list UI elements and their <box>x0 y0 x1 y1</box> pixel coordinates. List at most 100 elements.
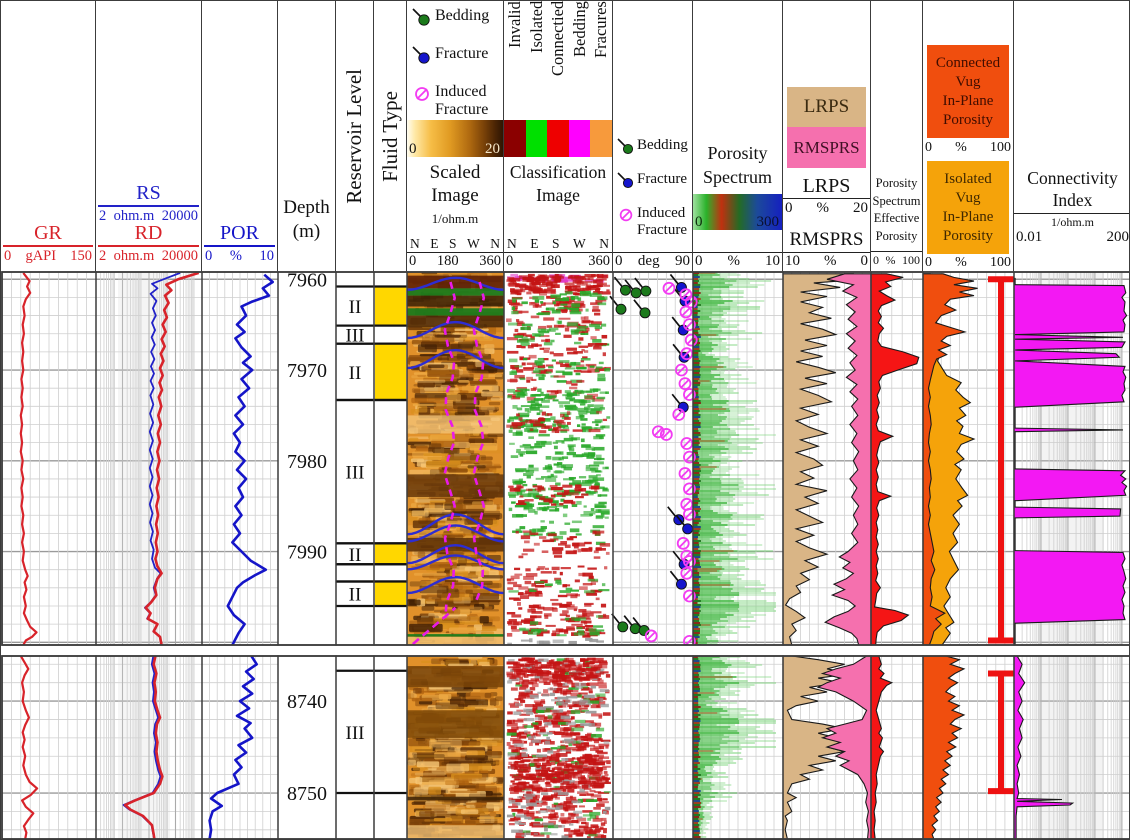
scaled-image-track <box>406 272 505 645</box>
rd-curve <box>123 656 164 839</box>
porosity-spectrum-header: Porosity Spectrum 0 300 0% 10 <box>693 1 783 271</box>
rs-min: 2 <box>99 208 107 225</box>
class-label-isolated: Isolated <box>526 1 546 54</box>
class-label-connected: Connectied <box>547 1 567 77</box>
swatch-connected <box>547 120 569 157</box>
induced-fracture-symbol <box>680 347 694 361</box>
gr-unit: gAPI <box>25 248 57 265</box>
connectivity-bracket <box>988 276 1014 644</box>
fracture-sinusoid <box>406 513 505 536</box>
classification-swatches <box>504 120 612 157</box>
connected-vug-scale-row: 0% 100 <box>925 140 1011 155</box>
spectrum-title: Porosity <box>707 143 768 163</box>
track-borders <box>1 271 1129 646</box>
legend-induced-label: Induced Fracture <box>435 83 489 118</box>
fracture-sinusoid <box>406 543 505 565</box>
induced-fracture-symbol <box>672 408 686 421</box>
scaled-scale-row: 0 180 360 <box>409 253 501 269</box>
induced-fracture-icon <box>619 208 633 222</box>
fracture-sinusoid <box>406 348 505 370</box>
gr-track-header: GR 0 gAPI 150 <box>1 1 96 271</box>
tadpole-symbol <box>619 284 631 296</box>
rmsprs-swatch-box: RMSPRS <box>787 127 866 168</box>
effective-porosity-header: Porosity Spectrum Effective Porosity 0% 100 <box>871 1 923 271</box>
induced-fracture-symbol <box>678 377 692 391</box>
gr-max: 150 <box>70 248 92 265</box>
legend-induced-2: Induced Fracture <box>616 205 692 239</box>
deg-scale-row: 0 deg 90 <box>615 253 690 269</box>
rd-max: 20000 <box>161 248 198 265</box>
rd-label: RD <box>134 222 163 244</box>
connectivity-unit: 1/ohm.m <box>1050 215 1094 229</box>
depth-labels: 8740 8750 <box>287 691 327 805</box>
scaled-image-header: Bedding Fracture Induced Fracture 0 20 Sc… <box>407 1 504 271</box>
vug-porosity-header: Connected Vug In-Plane Porosity 0% 100 Isola… <box>923 1 1014 271</box>
connected-vug-box: Connected Vug In-Plane Porosity <box>927 45 1009 138</box>
effective-porosity-title: Porosity Spectrum Effective Porosity <box>872 176 921 243</box>
induced-fracture-symbol <box>683 507 696 521</box>
tadpole-symbol <box>639 307 651 319</box>
reservoir-zones: III <box>336 669 407 795</box>
swatch-isolated <box>525 120 548 157</box>
rs-max: 20000 <box>161 208 198 225</box>
legend-bedding-label: Bedding <box>435 7 490 24</box>
tadpole-symbol <box>617 621 629 633</box>
connected-vug-curve <box>922 273 978 645</box>
track-headers: GR 0 gAPI 150 RS 2 ohm.m 20000 <box>1 1 1129 271</box>
connectivity-index-curve <box>1013 656 1075 839</box>
induced-fracture-symbol <box>680 437 694 450</box>
fracture-sinusoid <box>406 320 505 340</box>
colorbar-max: 20 <box>485 141 500 157</box>
por-min: 0 <box>205 248 213 265</box>
tadpole-symbol <box>640 285 652 297</box>
induced-fracture-symbol <box>683 555 696 568</box>
gr-scale-rule <box>3 245 93 248</box>
conductivity-colorbar: 0 20 <box>407 120 503 157</box>
scaled-image-unit: 1/ohm.m <box>431 211 479 226</box>
classification-image-track <box>504 272 613 645</box>
colorbar-min: 0 <box>409 141 417 157</box>
por-label: POR <box>220 222 259 244</box>
orientation-tadpoles <box>609 273 698 645</box>
spectrum-colorbar: 0 300 <box>693 194 782 230</box>
induced-fracture-symbol <box>683 388 696 401</box>
fluid-type-header: Fluid Type <box>374 1 407 271</box>
induced-fracture-symbol <box>651 425 665 439</box>
bedding-tadpole-icon <box>412 8 430 26</box>
connectivity-bracket <box>988 670 1014 795</box>
rmsprs-curve-label: RMSPRS <box>789 229 864 250</box>
induced-fracture-symbol <box>675 363 688 377</box>
bedding-tadpole-icon <box>617 138 634 155</box>
swatch-bedding <box>568 120 591 157</box>
fracture-sinusoid <box>406 554 505 571</box>
class-scale-row: 0 180 360 <box>506 253 610 269</box>
class-label-bedding: Bedding <box>569 1 589 57</box>
connected-vug-curve <box>922 656 966 839</box>
fracture-tadpole-icon <box>617 172 634 189</box>
svg-text:7990: 7990 <box>287 542 327 564</box>
spectrum-cb-max: 300 <box>756 214 780 230</box>
induced-fracture-symbol <box>683 482 696 496</box>
gr-min: 0 <box>4 248 12 265</box>
isolated-vug-scale-row: 0% 100 <box>925 255 1011 270</box>
tadpole-symbol <box>682 523 694 535</box>
fracture-sinusoid <box>406 575 505 595</box>
tadpole-symbol <box>638 625 650 636</box>
isolated-vug-box: Isolated Vug In-Plane Porosity <box>927 161 1009 254</box>
rmsprs-curve <box>823 273 872 645</box>
depth-labels: 7960 7970 7980 7990 <box>287 272 327 564</box>
fluid-type-label: Fluid Type <box>377 90 402 182</box>
scaled-image-title: Scaled <box>429 162 481 183</box>
porosity-spectrum-track <box>693 272 776 645</box>
induced-fracture-symbol <box>678 467 692 480</box>
log-panel-2: 8740 8750 III <box>2 656 1129 839</box>
rd-scale-rule <box>98 245 199 248</box>
tadpole-symbol <box>630 287 642 299</box>
connectivity-title: Connectivity <box>1027 168 1118 188</box>
scaled-image-track <box>407 656 504 839</box>
induced-fracture-symbol <box>684 295 698 309</box>
tadpole-symbol <box>615 303 627 315</box>
